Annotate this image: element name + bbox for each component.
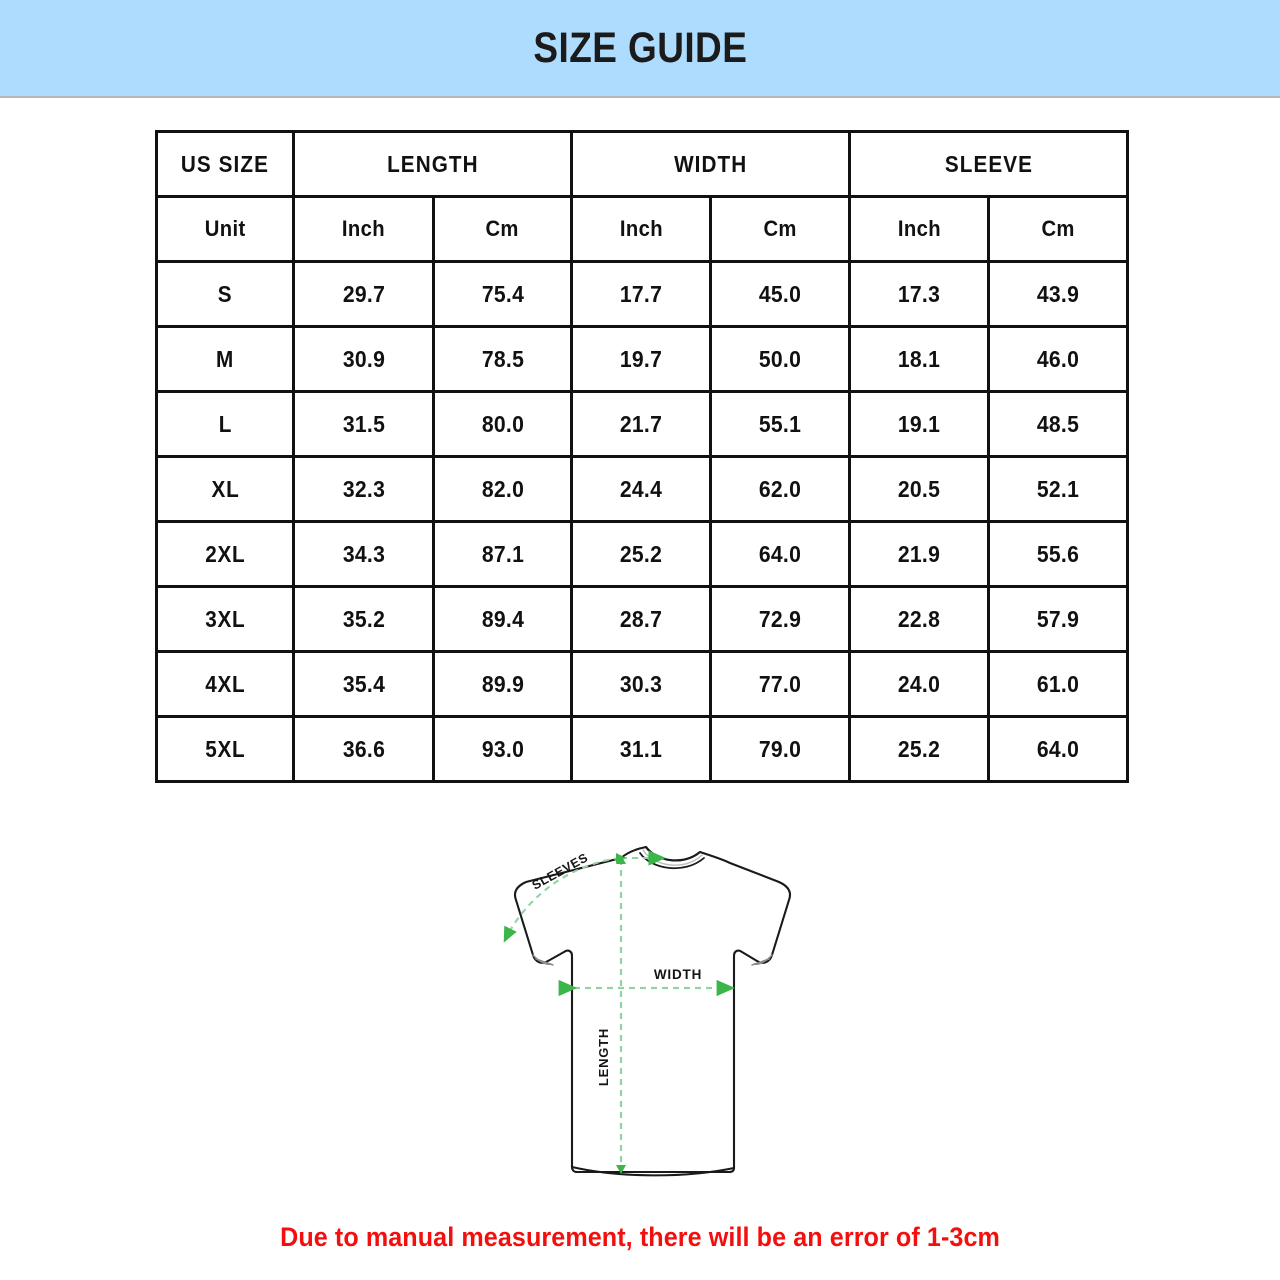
tshirt-measurement-diagram: SLEEVES WIDTH LENGTH [450, 812, 870, 1212]
cell-length-cm: 89.9 [432, 650, 573, 718]
cell-size: 4XL [155, 650, 295, 718]
size-table-body: US SIZE LENGTH WIDTH SLEEVE Unit Inch Cm… [155, 130, 1129, 783]
cell-length-cm: 82.0 [432, 455, 573, 523]
unit-length-inch: Inch [292, 195, 435, 263]
cell-width-cm: 45.0 [709, 260, 851, 328]
cell-length-inch: 31.5 [292, 390, 435, 458]
cell-width-inch: 25.2 [570, 520, 712, 588]
cell-size: S [155, 260, 295, 328]
cell-length-inch: 34.3 [292, 520, 435, 588]
cell-width-inch: 28.7 [570, 585, 712, 653]
length-top-arrow [616, 855, 626, 864]
page-title: SIZE GUIDE [533, 24, 747, 73]
header-sleeve: SLEEVE [848, 130, 1129, 198]
cell-length-cm: 89.4 [432, 585, 573, 653]
cell-width-inch: 31.1 [570, 715, 712, 783]
sleeves-label: SLEEVES [530, 850, 591, 892]
table-row: L 31.5 80.0 21.7 55.1 19.1 48.5 [155, 390, 1129, 458]
cell-sleeve-cm: 48.5 [987, 390, 1129, 458]
measurement-disclaimer-text: Due to manual measurement, there will be… [280, 1222, 1000, 1252]
cell-length-cm: 75.4 [432, 260, 573, 328]
cell-sleeve-inch: 21.9 [848, 520, 990, 588]
page-title-text: SIZE GUIDE [533, 23, 747, 72]
cell-width-cm: 50.0 [709, 325, 851, 393]
table-row: S 29.7 75.4 17.7 45.0 17.3 43.9 [155, 260, 1129, 328]
cell-length-inch: 32.3 [292, 455, 435, 523]
cell-width-inch: 30.3 [570, 650, 712, 718]
unit-length-cm: Cm [432, 195, 573, 263]
page-header-banner: SIZE GUIDE [0, 0, 1280, 96]
cell-sleeve-inch: 24.0 [848, 650, 990, 718]
cell-width-cm: 77.0 [709, 650, 851, 718]
cell-length-cm: 78.5 [432, 325, 573, 393]
unit-width-cm: Cm [709, 195, 851, 263]
cell-width-cm: 64.0 [709, 520, 851, 588]
size-chart-table: US SIZE LENGTH WIDTH SLEEVE Unit Inch Cm… [155, 130, 1129, 783]
cell-width-inch: 24.4 [570, 455, 712, 523]
cell-width-inch: 17.7 [570, 260, 712, 328]
cell-width-cm: 55.1 [709, 390, 851, 458]
cell-size: XL [155, 455, 295, 523]
cell-sleeve-cm: 52.1 [987, 455, 1129, 523]
cell-length-inch: 30.9 [292, 325, 435, 393]
sleeves-measure-line [503, 850, 666, 943]
length-bottom-arrow [616, 1165, 626, 1174]
cell-width-cm: 62.0 [709, 455, 851, 523]
width-label: WIDTH [654, 967, 702, 982]
cell-length-inch: 29.7 [292, 260, 435, 328]
cell-sleeve-cm: 46.0 [987, 325, 1129, 393]
measurement-disclaimer: Due to manual measurement, there will be… [0, 1222, 1280, 1253]
table-row: M 30.9 78.5 19.7 50.0 18.1 46.0 [155, 325, 1129, 393]
cell-sleeve-inch: 25.2 [848, 715, 990, 783]
cell-size: 2XL [155, 520, 295, 588]
tshirt-outline [513, 845, 792, 1177]
cell-size: M [155, 325, 295, 393]
cell-sleeve-inch: 20.5 [848, 455, 990, 523]
header-divider [0, 96, 1280, 98]
cell-length-cm: 80.0 [432, 390, 573, 458]
table-row: 5XL 36.6 93.0 31.1 79.0 25.2 64.0 [155, 715, 1129, 783]
cell-width-inch: 19.7 [570, 325, 712, 393]
cell-length-inch: 35.2 [292, 585, 435, 653]
cell-size: L [155, 390, 295, 458]
cell-sleeve-cm: 64.0 [987, 715, 1129, 783]
cell-length-inch: 35.4 [292, 650, 435, 718]
cell-sleeve-inch: 18.1 [848, 325, 990, 393]
cell-sleeve-cm: 55.6 [987, 520, 1129, 588]
header-length: LENGTH [292, 130, 573, 198]
table-row: 4XL 35.4 89.9 30.3 77.0 24.0 61.0 [155, 650, 1129, 718]
cell-sleeve-cm: 57.9 [987, 585, 1129, 653]
unit-width-inch: Inch [570, 195, 712, 263]
table-group-header-row: US SIZE LENGTH WIDTH SLEEVE [155, 130, 1129, 198]
table-row: XL 32.3 82.0 24.4 62.0 20.5 52.1 [155, 455, 1129, 523]
table-unit-row: Unit Inch Cm Inch Cm Inch Cm [155, 195, 1129, 263]
cell-length-cm: 93.0 [432, 715, 573, 783]
table-row: 2XL 34.3 87.1 25.2 64.0 21.9 55.6 [155, 520, 1129, 588]
cell-size: 3XL [155, 585, 295, 653]
size-table-wrapper: US SIZE LENGTH WIDTH SLEEVE Unit Inch Cm… [155, 130, 1129, 783]
cell-sleeve-inch: 17.3 [848, 260, 990, 328]
cell-width-cm: 72.9 [709, 585, 851, 653]
cell-width-cm: 79.0 [709, 715, 851, 783]
cell-sleeve-cm: 43.9 [987, 260, 1129, 328]
cell-length-inch: 36.6 [292, 715, 435, 783]
length-label: LENGTH [596, 1028, 611, 1086]
cell-length-cm: 87.1 [432, 520, 573, 588]
unit-sleeve-inch: Inch [848, 195, 990, 263]
table-row: 3XL 35.2 89.4 28.7 72.9 22.8 57.9 [155, 585, 1129, 653]
header-width: WIDTH [570, 130, 851, 198]
unit-label: Unit [155, 195, 295, 263]
header-us-size: US SIZE [155, 130, 295, 198]
cell-sleeve-inch: 22.8 [848, 585, 990, 653]
cell-width-inch: 21.7 [570, 390, 712, 458]
cell-size: 5XL [155, 715, 295, 783]
cell-sleeve-cm: 61.0 [987, 650, 1129, 718]
cell-sleeve-inch: 19.1 [848, 390, 990, 458]
unit-sleeve-cm: Cm [987, 195, 1129, 263]
